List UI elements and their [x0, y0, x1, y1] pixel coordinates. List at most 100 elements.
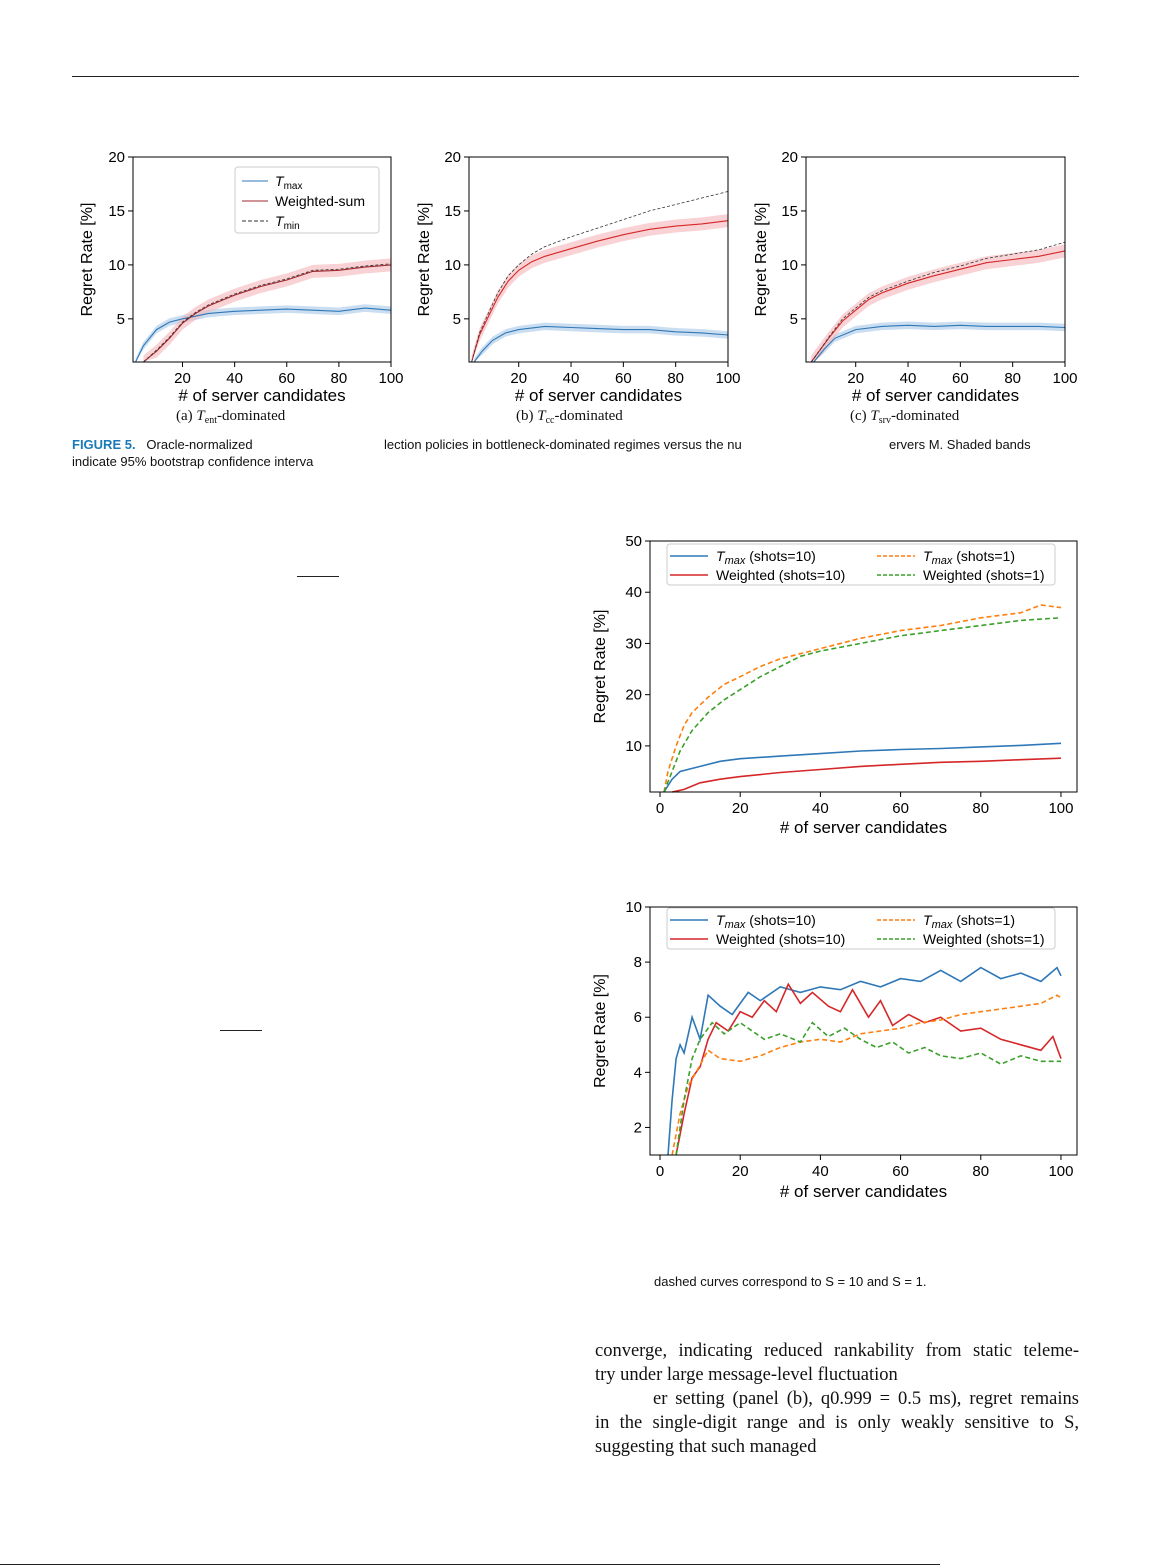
y-tick-label: 20	[108, 149, 125, 166]
subcaption-suffix: -dominated	[216, 408, 286, 424]
x-tick-label: 20	[510, 370, 527, 387]
legend-label: Weighted (shots=10)	[716, 931, 845, 947]
legend: Tmax (shots=10)Weighted (shots=10) Tmax (…	[666, 907, 1056, 950]
y-tick-label: 2	[634, 1119, 642, 1136]
confidence-band	[474, 322, 728, 362]
subcaption-suffix: -dominated	[890, 408, 960, 424]
legend-label: Weighted (shots=1)	[923, 567, 1045, 583]
y-tick-label: 10	[108, 257, 125, 274]
y-tick-label: 10	[625, 738, 642, 755]
footer-rule	[0, 1564, 940, 1565]
chart-d: 10 20 30 40 50 0 20 40 60 80 100 # of server candid…	[592, 533, 1078, 837]
y-tick-label: 30	[625, 635, 642, 652]
series-line	[471, 191, 729, 363]
subcaption-symbol: T	[870, 408, 879, 424]
x-tick-label: 60	[615, 370, 632, 387]
y-tick-label: 10	[444, 257, 461, 274]
x-tick-label: 60	[892, 1163, 909, 1180]
body-line: suggesting that such managed	[595, 1437, 817, 1457]
figure5-caption-line2: indicate 95% bootstrap confidence interv…	[72, 454, 314, 469]
x-axis-label: # of server candidates	[178, 386, 345, 405]
y-axis-label: Regret Rate [%]	[753, 203, 770, 317]
series-line	[473, 325, 729, 363]
x-axis-label: # of server candidates	[780, 1182, 947, 1201]
x-axis-label: # of server candidates	[852, 386, 1019, 405]
series-line	[810, 241, 1066, 363]
body-line: er setting (panel (b), q0.999 = 0.5 ms),…	[653, 1389, 1079, 1409]
x-tick-label: 60	[952, 370, 969, 387]
x-tick-label: 100	[1052, 370, 1077, 387]
y-tick-label: 10	[625, 899, 642, 916]
header-rule	[72, 76, 1079, 77]
series-line	[663, 604, 1062, 793]
y-tick-label: 15	[781, 203, 798, 220]
figure5-caption-label-group: FIGURE 5. Oracle-normalized	[72, 437, 253, 452]
x-tick-label: 40	[226, 370, 243, 387]
fraction-bar	[220, 1030, 262, 1031]
legend-frame	[666, 907, 1056, 950]
x-tick-label: 60	[278, 370, 295, 387]
x-tick-label: 100	[378, 370, 403, 387]
legend-label: Tmax (shots=1)	[923, 912, 1015, 931]
series-line	[810, 250, 1066, 363]
y-axis-label: Regret Rate [%]	[592, 610, 609, 724]
plot-frame	[649, 540, 1078, 793]
confidence-band	[135, 304, 391, 362]
x-tick-label: 80	[1004, 370, 1021, 387]
y-tick-label: 8	[634, 954, 642, 971]
subcaption-subscript: ent	[204, 415, 217, 426]
series-line	[663, 742, 1062, 793]
y-tick-label: 15	[444, 203, 461, 220]
x-tick-label: 100	[1048, 800, 1073, 817]
figure6-caption: dashed curves correspond to S = 10 and S…	[654, 1274, 927, 1289]
series-line	[143, 264, 392, 363]
fraction-bar	[297, 576, 339, 577]
x-axis-label: # of server candidates	[515, 386, 682, 405]
figure5-caption-label: FIGURE 5.	[72, 437, 136, 452]
y-tick-label: 6	[634, 1009, 642, 1026]
x-tick-label: 40	[812, 1163, 829, 1180]
body-line: converge, indicating reduced rankability…	[595, 1341, 1079, 1361]
subcaption-subscript: srv	[878, 415, 891, 426]
plot-frame	[468, 156, 729, 363]
y-tick-label: 50	[625, 533, 642, 550]
x-tick-label: 0	[656, 800, 664, 817]
subcaption-prefix: (c)	[850, 408, 871, 424]
plot-frame	[805, 156, 1066, 363]
y-tick-label: 5	[790, 311, 798, 328]
subcaption-subscript: cc	[545, 415, 555, 426]
legend-label: Weighted (shots=1)	[923, 931, 1045, 947]
confidence-band	[143, 258, 391, 362]
subcaption-symbol: T	[196, 408, 205, 424]
plot-frame	[132, 156, 392, 363]
y-axis-label: Regret Rate [%]	[416, 203, 433, 317]
legend-label: Tmax (shots=10)	[716, 912, 816, 931]
x-tick-label: 40	[563, 370, 580, 387]
series-line	[675, 1021, 1061, 1156]
chart-c: 5 10 15 20 20 40 60 80 100 # of server candidates…	[753, 149, 1078, 405]
body-line: try under large message-level fluctuatio…	[595, 1365, 898, 1385]
legend: Tmax (shots=10)Weighted (shots=10) Tmax (…	[666, 543, 1056, 586]
body-text: converge, indicating reduced rankability…	[595, 1339, 1079, 1459]
series-line	[471, 220, 729, 363]
y-tick-label: 15	[108, 203, 125, 220]
x-tick-label: 0	[656, 1163, 664, 1180]
y-tick-label: 5	[117, 311, 125, 328]
x-tick-label: 80	[667, 370, 684, 387]
x-tick-label: 80	[331, 370, 348, 387]
series-line	[135, 307, 392, 363]
chart-b: 5 10 15 20 20 40 60 80 100 # of server candidates…	[416, 149, 741, 405]
y-tick-label: 10	[781, 257, 798, 274]
plot-frame	[649, 906, 1078, 1156]
chart-a: 5 10 15 20 20 40 60 80 100 # of server candidates…	[79, 149, 404, 405]
legend-frame	[666, 543, 1056, 586]
subcaption-prefix: (b)	[516, 408, 538, 424]
x-tick-label: 20	[174, 370, 191, 387]
series-line	[675, 982, 1062, 1156]
series-line	[667, 966, 1062, 1156]
x-tick-label: 60	[892, 800, 909, 817]
